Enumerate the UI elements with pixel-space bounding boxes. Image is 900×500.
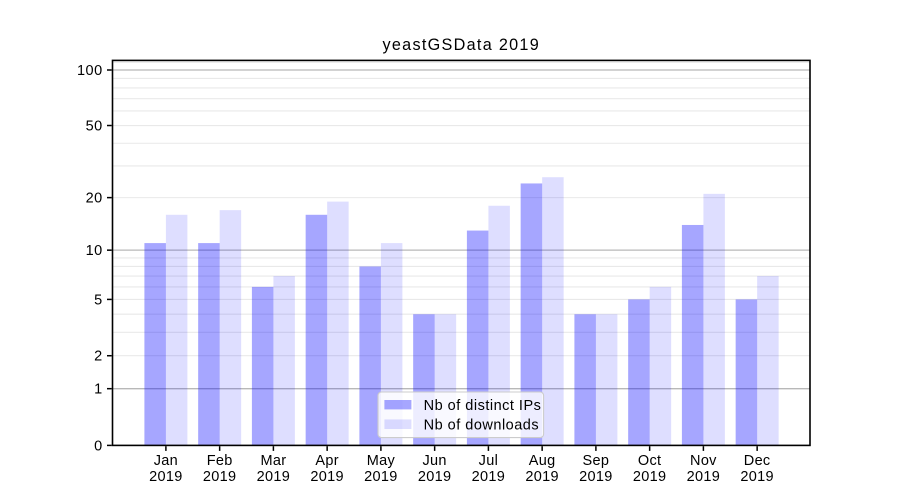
svg-text:Jun: Jun [423, 453, 447, 469]
svg-text:May: May [367, 453, 396, 469]
svg-text:2019: 2019 [310, 469, 343, 485]
svg-text:2019: 2019 [633, 469, 666, 485]
svg-text:2019: 2019 [149, 469, 182, 485]
svg-text:2019: 2019 [687, 469, 720, 485]
svg-text:2019: 2019 [740, 469, 773, 485]
svg-text:Apr: Apr [315, 453, 338, 469]
svg-text:2019: 2019 [579, 469, 612, 485]
svg-text:Feb: Feb [207, 453, 233, 469]
svg-text:10: 10 [86, 243, 103, 259]
svg-text:2019: 2019 [472, 469, 505, 485]
svg-text:Oct: Oct [638, 453, 661, 469]
svg-text:1: 1 [94, 382, 103, 398]
svg-text:Nb of downloads: Nb of downloads [424, 418, 540, 434]
svg-text:Aug: Aug [529, 453, 556, 469]
svg-text:yeastGSData 2019: yeastGSData 2019 [382, 36, 540, 54]
svg-text:Nov: Nov [690, 453, 717, 469]
svg-text:2019: 2019 [257, 469, 290, 485]
svg-text:0: 0 [94, 438, 103, 454]
svg-text:Jan: Jan [154, 453, 178, 469]
svg-text:2019: 2019 [418, 469, 451, 485]
svg-text:20: 20 [86, 191, 103, 207]
svg-text:50: 50 [86, 119, 103, 135]
svg-text:2: 2 [94, 349, 103, 365]
svg-text:100: 100 [77, 63, 103, 79]
svg-text:2019: 2019 [203, 469, 236, 485]
svg-text:Nb of distinct IPs: Nb of distinct IPs [424, 398, 542, 414]
svg-text:2019: 2019 [364, 469, 397, 485]
svg-text:5: 5 [94, 292, 103, 308]
svg-text:Sep: Sep [583, 453, 610, 469]
svg-text:2019: 2019 [525, 469, 558, 485]
svg-text:Jul: Jul [479, 453, 498, 469]
svg-text:Mar: Mar [260, 453, 286, 469]
svg-text:Dec: Dec [744, 453, 771, 469]
